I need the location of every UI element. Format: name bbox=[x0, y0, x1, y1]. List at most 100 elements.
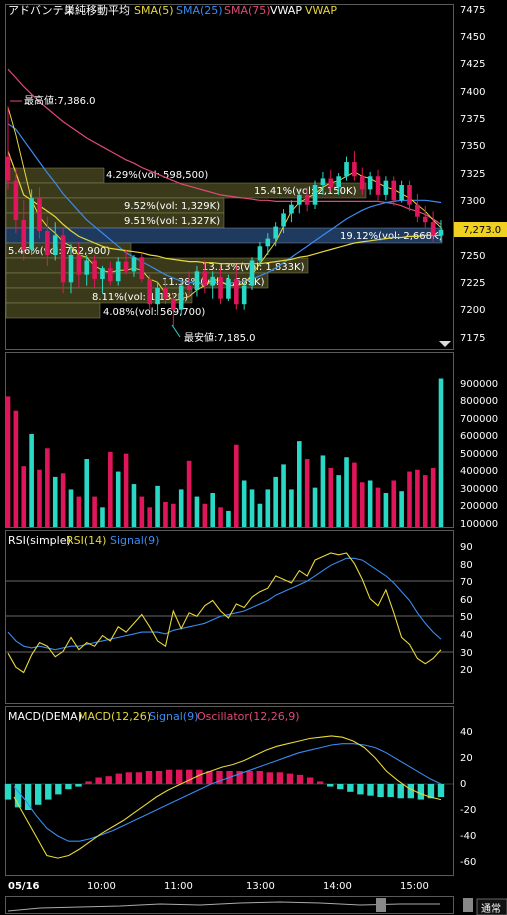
price-axis-tick: 7325 bbox=[460, 169, 485, 180]
legend-sma75[interactable]: SMA(75) bbox=[224, 4, 271, 17]
instrument-title: アドバンテス bbox=[8, 4, 75, 17]
candle-body bbox=[383, 180, 389, 195]
candle-body bbox=[210, 276, 215, 286]
legend-sma5[interactable]: SMA(5) bbox=[134, 4, 174, 17]
volume-bar bbox=[147, 507, 153, 527]
price-axis-tick: 7300 bbox=[460, 196, 485, 207]
macd-oscillator-bar bbox=[85, 781, 92, 784]
volume-bar bbox=[265, 489, 271, 527]
volume-bar bbox=[328, 467, 334, 527]
rsi-axis-tick: 60 bbox=[460, 595, 473, 606]
macd-oscillator-bar bbox=[397, 784, 404, 799]
time-axis-tick: 10:00 bbox=[87, 881, 116, 892]
scroll-down-icon[interactable] bbox=[439, 341, 451, 347]
volume-bar bbox=[163, 501, 168, 527]
volume-bar bbox=[108, 451, 113, 527]
price-axis-tick: 7200 bbox=[460, 305, 485, 316]
low-price-label: 最安値:7,185.0 bbox=[184, 331, 256, 344]
rsi-panel-frame bbox=[5, 530, 454, 704]
volume-bar bbox=[194, 496, 200, 527]
price-axis-tick: 7475 bbox=[460, 5, 485, 16]
macd-oscillator-bar bbox=[206, 771, 213, 784]
view-mode-button[interactable] bbox=[476, 898, 507, 915]
navigator-strip[interactable] bbox=[5, 896, 454, 914]
candle-body bbox=[155, 287, 160, 305]
macd-oscillator-bar bbox=[236, 771, 243, 784]
macd-axis-tick: -40 bbox=[460, 831, 476, 842]
macd-oscillator-bar bbox=[24, 784, 32, 810]
rsi-line bbox=[7, 552, 442, 674]
candle-body bbox=[108, 268, 113, 282]
macd-oscillator-bar bbox=[105, 776, 112, 784]
macd-oscillator-bar bbox=[387, 784, 394, 797]
legend-vwap[interactable]: VWAP bbox=[270, 4, 302, 17]
candle-body bbox=[320, 178, 326, 186]
macd-oscillator-bar bbox=[155, 771, 163, 784]
macd-oscillator-bar bbox=[75, 784, 82, 787]
macd-signal-line bbox=[13, 743, 442, 842]
candle-body bbox=[45, 230, 50, 255]
volume-bar bbox=[131, 484, 137, 527]
candle-body bbox=[407, 185, 412, 205]
view-mode-label: 通常 bbox=[481, 902, 501, 915]
legend-vwap-colored[interactable]: VWAP bbox=[305, 4, 337, 17]
macd-oscillator-bar bbox=[327, 784, 334, 787]
volume-profile-label: 5.46%(vol: 762,900) bbox=[8, 246, 110, 257]
price-axis-tick: 7225 bbox=[460, 278, 485, 289]
candle-body bbox=[273, 226, 278, 239]
volume-bar bbox=[430, 467, 436, 527]
candle-body bbox=[399, 185, 404, 201]
current-price-tag bbox=[454, 222, 507, 237]
rsi-axis-tick: 70 bbox=[460, 577, 473, 588]
macd-panel-title: MACD(DEMA) bbox=[8, 710, 82, 723]
volume-axis-tick: 900000 bbox=[460, 379, 498, 390]
high-price-label: 最高値:7,386.0 bbox=[24, 94, 96, 107]
candle-body bbox=[304, 194, 310, 205]
navigator-handle-left[interactable] bbox=[376, 898, 386, 912]
volume-profile-label: 19.12%(vol: 2,668K) bbox=[340, 231, 443, 242]
macd-oscillator-bar bbox=[306, 777, 314, 784]
legend-sma25[interactable]: SMA(25) bbox=[176, 4, 223, 17]
candle-body bbox=[352, 162, 357, 177]
macd-oscillator-bar bbox=[165, 769, 173, 784]
macd-oscillator-bar bbox=[35, 784, 42, 805]
volume-bar bbox=[234, 444, 239, 527]
volume-bar bbox=[37, 469, 42, 527]
candle-body bbox=[344, 162, 349, 177]
low-marker-line bbox=[171, 324, 181, 338]
rsi-legend[interactable]: RSI(14) bbox=[66, 534, 106, 547]
volume-axis-tick: 500000 bbox=[460, 449, 498, 460]
candle-body bbox=[76, 255, 82, 275]
volume-bar bbox=[273, 476, 278, 527]
macd-oscillator-bar bbox=[216, 771, 223, 784]
volume-bars bbox=[5, 378, 444, 527]
macd-oscillator-bar bbox=[367, 784, 374, 796]
rsi-axis-tick: 80 bbox=[460, 560, 473, 571]
rsi-signal-line bbox=[7, 557, 442, 651]
macd-axis-tick: -60 bbox=[460, 857, 476, 868]
candle-body bbox=[163, 287, 168, 299]
candle-body bbox=[60, 235, 66, 283]
candle-body bbox=[281, 213, 286, 227]
macd-oscillator-bar bbox=[135, 772, 143, 784]
macd-oscillator-legend[interactable]: Oscillator(12,26,9) bbox=[197, 710, 299, 723]
price-axis-tick: 7175 bbox=[460, 333, 485, 344]
rsi-signal-legend[interactable]: Signal(9) bbox=[110, 534, 159, 547]
candle-body bbox=[367, 176, 373, 190]
volume-axis-tick: 200000 bbox=[460, 501, 498, 512]
volume-bar bbox=[296, 441, 302, 527]
macd-legend[interactable]: MACD(12,26) bbox=[78, 710, 151, 723]
navigator-handle-right[interactable] bbox=[463, 898, 473, 912]
macd-oscillator-bar bbox=[115, 773, 122, 784]
macd-signal-legend[interactable]: Signal(9) bbox=[149, 710, 198, 723]
volume-profile-band bbox=[5, 227, 443, 244]
candle-body bbox=[21, 220, 27, 250]
volume-panel-frame bbox=[5, 352, 454, 528]
sma75-line bbox=[7, 68, 442, 225]
price-axis-tick: 7450 bbox=[460, 32, 485, 43]
volume-bar bbox=[241, 480, 247, 527]
volume-bar bbox=[415, 469, 420, 527]
volume-profile-label: 9.51%(vol: 1,327K) bbox=[124, 216, 220, 227]
candle-body bbox=[52, 235, 58, 255]
